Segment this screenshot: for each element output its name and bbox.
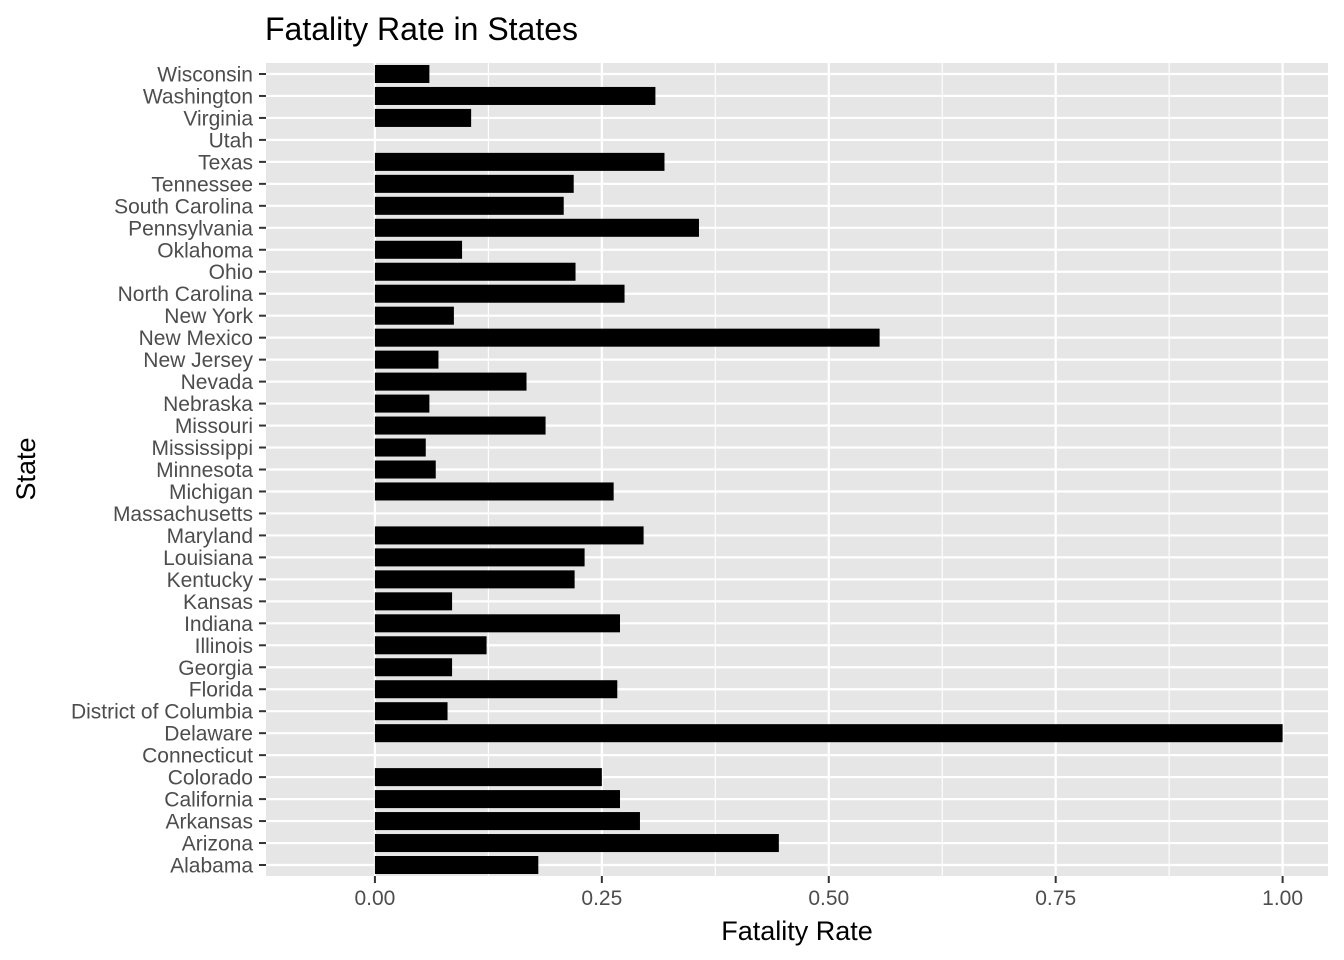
x-axis-title: Fatality Rate [721,916,873,946]
y-tick-label: Massachusetts [113,503,253,526]
bar [374,460,436,479]
bar [374,86,656,105]
y-tick-label: Louisiana [163,547,253,570]
bar [374,350,439,369]
bar [374,240,463,259]
y-tick-label: Michigan [169,481,253,504]
y-axis-title: State [11,437,41,500]
bar [374,306,454,325]
grid-layer [266,63,1328,876]
x-tick-label: 0.50 [808,887,849,910]
bar [374,328,880,347]
bar [374,768,602,787]
bar [374,570,575,589]
bar [374,262,576,281]
bar [374,108,472,127]
x-tick-label: 1.00 [1262,887,1303,910]
y-tick-label: Ohio [209,261,253,284]
bar [374,702,448,721]
bar [374,812,640,831]
y-tick-label: Kansas [183,591,253,614]
bar [374,152,665,171]
y-tick-label: Texas [198,151,253,174]
bar [374,526,644,545]
y-tick-label: Virginia [183,107,253,130]
bar [374,614,620,633]
y-tick-label: South Carolina [114,195,253,218]
bar [374,438,426,457]
bar [374,834,779,853]
bar [374,790,620,809]
bar [374,394,430,413]
y-tick-label: California [164,789,253,812]
bar [374,724,1283,743]
x-tick-label: 0.75 [1035,887,1076,910]
y-tick-label: Utah [209,129,253,152]
bar [374,196,564,215]
y-tick-label: Illinois [195,635,253,658]
y-tick-label: District of Columbia [71,701,253,724]
bar [374,284,625,303]
x-axis: 0.00 0.25 0.50 0.75 1.00 [354,876,1303,910]
y-tick-label: Arkansas [165,811,253,834]
bar [374,416,546,435]
bar [374,174,574,193]
y-tick-label: Florida [189,679,254,702]
bar [374,680,618,699]
y-tick-label: New Mexico [139,327,253,350]
y-tick-label: Mississippi [151,437,253,460]
x-tick-label: 0.25 [581,887,622,910]
y-tick-label: Maryland [167,525,253,548]
y-axis: AlabamaArizonaArkansasCaliforniaColorado… [71,63,266,878]
y-tick-label: New York [164,305,253,328]
y-tick-label: North Carolina [118,283,254,306]
y-tick-label: Oklahoma [157,239,253,262]
y-tick-label: Tennessee [151,173,253,196]
y-tick-label: Minnesota [156,459,253,482]
x-tick-label: 0.00 [354,887,395,910]
bar [374,592,453,611]
bars-layer [374,64,1283,875]
bar [374,482,614,501]
y-tick-label: Colorado [168,767,253,790]
y-tick-label: Missouri [175,415,253,438]
y-tick-label: Georgia [178,657,253,680]
y-tick-label: Indiana [184,613,253,636]
y-tick-label: Delaware [164,723,253,746]
bar [374,548,585,567]
y-tick-label: Arizona [182,833,254,856]
chart-title: Fatality Rate in States [265,11,578,47]
bar [374,658,453,677]
bar [374,64,430,83]
y-tick-label: Alabama [170,855,253,878]
y-tick-label: Connecticut [142,745,253,768]
y-tick-label: Kentucky [167,569,254,592]
bar [374,218,699,237]
bar [374,636,487,655]
y-tick-label: New Jersey [143,349,253,372]
bar [374,372,527,391]
y-tick-label: Pennsylvania [128,217,253,240]
bar [374,856,539,875]
y-tick-label: Wisconsin [157,63,253,86]
y-tick-label: Nevada [181,371,254,394]
y-tick-label: Washington [143,85,253,108]
y-tick-label: Nebraska [163,393,253,416]
